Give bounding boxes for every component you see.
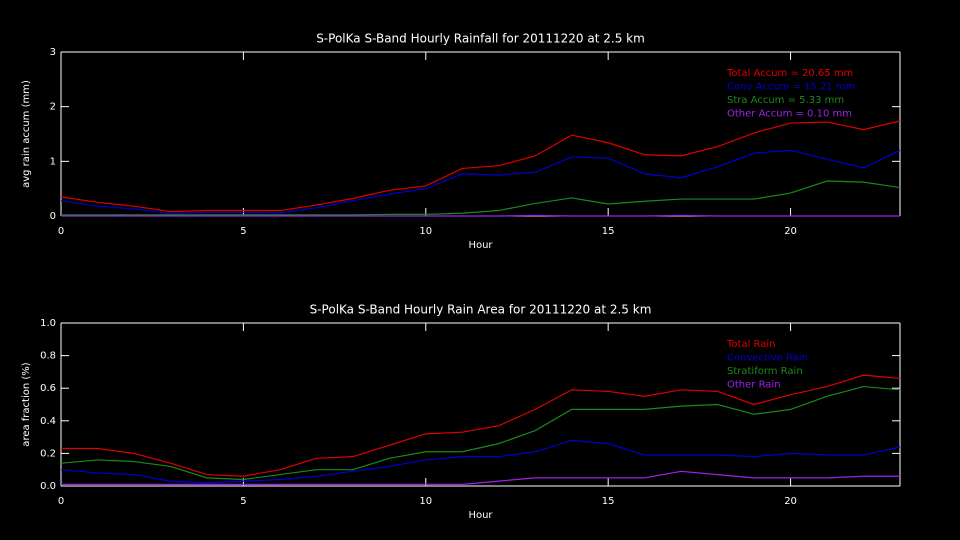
data-line (61, 374, 901, 477)
legend-entry: Other Rain (727, 380, 781, 391)
data-line (60, 120, 901, 213)
y-tick-label: 0 (50, 211, 56, 222)
x-tick-label: 10 (419, 226, 432, 237)
x-tick-label: 5 (240, 226, 246, 237)
y-tick-label: 0.6 (40, 383, 56, 394)
y-tick-label: 0.2 (40, 448, 56, 459)
y-tick-label: 1 (50, 156, 56, 167)
data-line (61, 470, 900, 485)
data-line (61, 214, 900, 217)
data-line (61, 180, 901, 216)
data-line (60, 385, 901, 481)
legend-entry: Convective Rain (727, 353, 808, 364)
x-tick-label: 20 (784, 496, 797, 507)
x-tick-label: 0 (58, 226, 64, 237)
x-tick-label: 0 (58, 496, 64, 507)
legend-entry: Stratiform Rain (727, 366, 803, 377)
y-axis-label: avg rain accum (mm) (21, 80, 32, 188)
x-tick-label: 5 (240, 496, 246, 507)
legend-entry: Total Accum = 20.65 mm (726, 68, 853, 79)
chart-title: S-PolKa S-Band Hourly Rain Area for 2011… (310, 303, 652, 317)
y-tick-label: 3 (50, 47, 56, 58)
x-axis-label: Hour (468, 510, 493, 521)
y-tick-label: 0.0 (40, 481, 56, 492)
x-tick-label: 15 (602, 496, 615, 507)
y-axis-label: area fraction (%) (21, 362, 32, 446)
x-tick-label: 15 (602, 226, 615, 237)
legend-entry: Total Rain (726, 339, 776, 350)
legend-entry: Conv Accum = 15.21 mm (727, 82, 855, 93)
legend-entry: Stra Accum = 5.33 mm (727, 95, 844, 106)
y-tick-label: 0.4 (40, 416, 56, 427)
chart-title: S-PolKa S-Band Hourly Rainfall for 20111… (316, 32, 645, 46)
y-tick-label: 2 (50, 102, 56, 113)
x-axis-label: Hour (468, 240, 493, 251)
y-tick-label: 0.8 (40, 351, 56, 362)
y-tick-label: 1.0 (40, 318, 56, 329)
x-tick-label: 20 (784, 226, 797, 237)
data-line (60, 439, 901, 484)
data-line (60, 149, 901, 215)
x-tick-label: 10 (419, 496, 432, 507)
legend-entry: Other Accum = 0.10 mm (727, 109, 852, 120)
